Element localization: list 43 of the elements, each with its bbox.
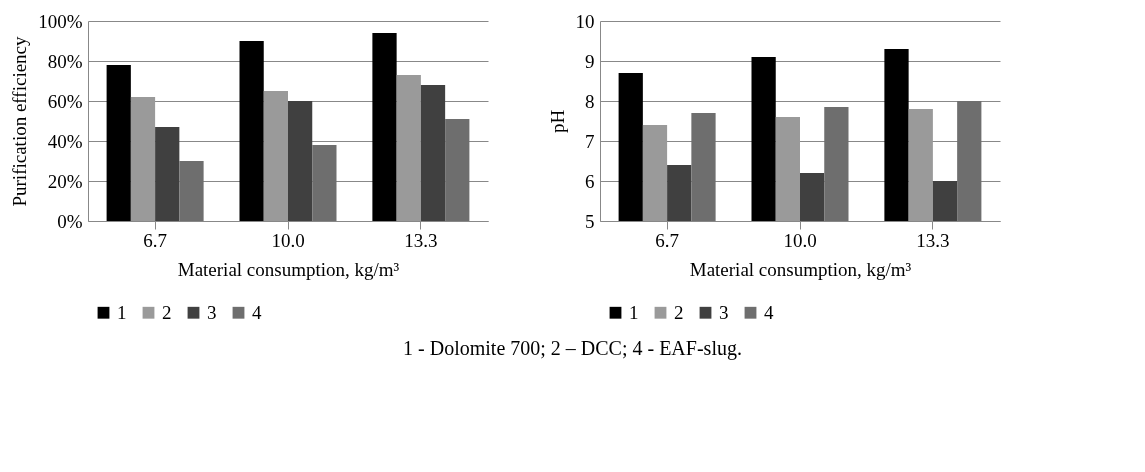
y-tick-label: 20% xyxy=(47,170,83,192)
x-tick-label: 13.3 xyxy=(404,229,438,251)
y-tick-label: 9 xyxy=(585,50,595,72)
y-tick-label: 6 xyxy=(585,170,595,192)
bar xyxy=(263,91,288,221)
y-tick-label: 0% xyxy=(57,210,83,232)
y-tick-label: 10 xyxy=(575,10,595,32)
x-tick-label: 6.7 xyxy=(143,229,167,251)
y-tick-label: 40% xyxy=(47,130,83,152)
y-axis-title: Purification efficiency xyxy=(9,35,31,207)
legend-label: 1 xyxy=(117,301,127,323)
y-tick-label: 8 xyxy=(585,90,595,112)
bar xyxy=(155,127,180,221)
bar xyxy=(312,145,337,221)
y-tick-label: 100% xyxy=(38,10,83,32)
bar xyxy=(445,119,470,221)
legend-label: 3 xyxy=(719,301,729,323)
y-tick-label: 80% xyxy=(47,50,83,72)
legend-label: 2 xyxy=(162,301,172,323)
y-tick-label: 60% xyxy=(47,90,83,112)
y-axis-title: pH xyxy=(546,109,568,134)
legend-label: 4 xyxy=(764,301,774,323)
bar xyxy=(288,101,313,221)
bar xyxy=(106,65,131,221)
y-tick-label: 5 xyxy=(585,210,595,232)
bar xyxy=(420,85,446,221)
x-axis-title: Material consumption, kg/m³ xyxy=(177,258,400,280)
x-tick-label: 10.0 xyxy=(271,229,305,251)
x-tick-label: 6.7 xyxy=(655,229,679,251)
legend-label: 2 xyxy=(674,301,684,323)
bar xyxy=(130,97,156,221)
bar xyxy=(372,33,397,221)
y-tick-label: 7 xyxy=(585,130,595,152)
legend-label: 4 xyxy=(252,301,262,323)
x-axis-title: Material consumption, kg/m³ xyxy=(689,258,912,280)
text: 1 - Dolomite 700; 2 – DCC; 4 - EAF-slug. xyxy=(402,337,743,360)
x-tick-label: 13.3 xyxy=(916,229,950,251)
bar xyxy=(179,161,204,221)
legend-label: 1 xyxy=(629,301,639,323)
bar xyxy=(396,75,421,221)
bar xyxy=(239,41,264,221)
x-tick-label: 10.0 xyxy=(783,229,817,251)
legend-label: 3 xyxy=(207,301,217,323)
